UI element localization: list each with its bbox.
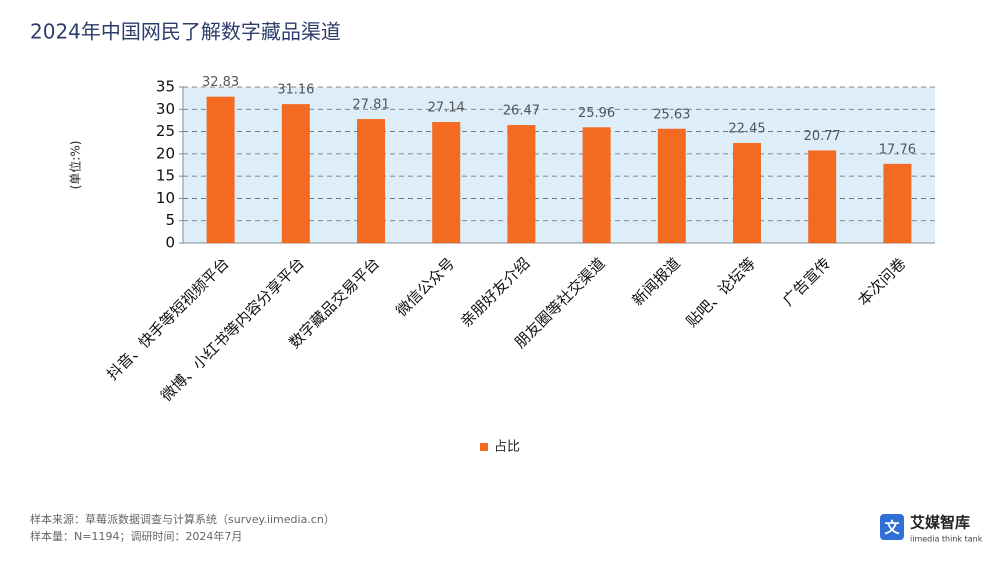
source-note: 样本来源：草莓派数据调查与计算系统（survey.iimedia.cn） (30, 512, 335, 526)
logo-name: 艾媒智库 (910, 514, 970, 532)
sample-note: 样本量：N=1194；调研时间：2024年7月 (30, 529, 242, 543)
value-label: 32.83 (202, 75, 239, 90)
bar (808, 150, 837, 243)
bar (281, 104, 310, 244)
logo-tagline: iimedia think tank (910, 535, 983, 544)
bar (206, 96, 235, 243)
bar (657, 128, 686, 243)
y-tick-label: 5 (165, 211, 175, 229)
chart-title: 2024年中国网民了解数字藏品渠道 (30, 20, 341, 44)
y-tick-label: 25 (156, 122, 175, 140)
bar (507, 125, 536, 243)
y-tick-label: 15 (156, 167, 175, 185)
value-label: 17.76 (879, 142, 916, 157)
logo-glyph: 文 (884, 519, 900, 537)
value-label: 31.16 (277, 83, 314, 98)
bar (432, 122, 461, 243)
x-tick-label: 微博、小红书等内容分享平台 (157, 254, 308, 405)
value-label: 25.63 (653, 107, 690, 122)
bar (582, 127, 611, 243)
value-label: 25.96 (578, 106, 615, 121)
y-tick-label: 30 (156, 100, 175, 118)
y-tick-label: 0 (165, 234, 175, 252)
x-tick-label: 亲朋好友介绍 (457, 254, 533, 330)
bar (357, 119, 385, 243)
bar (733, 142, 761, 243)
y-axis-label: (单位:%) (68, 141, 83, 190)
value-label: 26.47 (503, 104, 540, 119)
x-tick-label: 微信公众号 (392, 254, 458, 320)
x-tick-label: 广告宣传 (779, 254, 834, 309)
logo-icon (880, 514, 904, 540)
x-tick-label: 抖音、快手等短视频平台 (103, 254, 232, 383)
legend-swatch (480, 443, 488, 451)
value-label: 20.77 (804, 129, 841, 144)
y-tick-label: 35 (156, 78, 175, 96)
y-tick-label: 20 (156, 144, 175, 162)
value-label: 22.45 (728, 121, 765, 136)
y-tick-label: 10 (156, 189, 175, 207)
value-label: 27.81 (352, 98, 389, 113)
value-label: 27.14 (428, 101, 465, 116)
x-tick-label: 本次问卷 (854, 254, 909, 309)
x-tick-label: 新闻报道 (629, 254, 684, 309)
legend-label: 占比 (494, 440, 520, 455)
bar (883, 163, 912, 243)
x-tick-label: 贴吧、论坛等 (683, 254, 759, 330)
